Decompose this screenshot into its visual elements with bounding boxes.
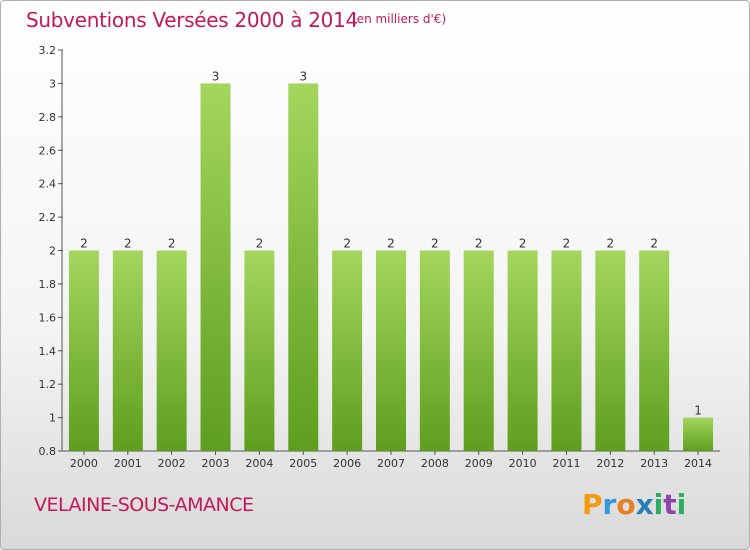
data-label: 2 <box>124 237 132 251</box>
y-tick-label: 1.6 <box>39 311 57 324</box>
x-tick-label: 2011 <box>552 457 580 470</box>
labels: 2000 2 2001 2 2002 2 2003 3 2004 2 2005 3 2006 2 2007 2… <box>70 69 712 470</box>
data-label: 2 <box>607 237 615 251</box>
bar-2007 <box>376 250 406 451</box>
data-label: 2 <box>650 237 658 251</box>
x-tick-label: 2012 <box>596 457 624 470</box>
bar-2009 <box>463 250 494 451</box>
x-tick-label: 2006 <box>333 457 361 470</box>
bar-2008 <box>419 250 450 451</box>
y-tick-label: 2.4 <box>39 178 57 191</box>
y-tick-label: 2 <box>49 245 56 258</box>
bar-2000 <box>68 250 99 451</box>
data-label: 2 <box>475 237 483 251</box>
x-tick-label: 2009 <box>465 457 493 470</box>
y-tick-label: 2.2 <box>39 211 57 224</box>
data-label: 2 <box>168 237 176 251</box>
y-tick-label: 1 <box>49 412 56 425</box>
x-tick-label: 2007 <box>377 457 405 470</box>
chart-unit: (en milliers d'€) <box>352 12 447 26</box>
x-tick-label: 2014 <box>684 457 712 470</box>
bar-2010 <box>507 250 538 451</box>
commune-name: VELAINE-SOUS-AMANCE <box>34 494 254 516</box>
data-label: 3 <box>299 69 307 83</box>
bar-2013 <box>639 250 670 451</box>
bar-2003 <box>200 83 231 452</box>
data-label: 2 <box>519 237 527 251</box>
bar-2001 <box>112 250 143 451</box>
y-tick-label: 1.4 <box>39 345 57 358</box>
x-tick-label: 2003 <box>202 457 230 470</box>
data-label: 2 <box>343 237 351 251</box>
x-tick-label: 2002 <box>158 457 186 470</box>
y-tick-label: 1.8 <box>39 278 57 291</box>
x-tick-label: 2010 <box>509 457 537 470</box>
bar-2005 <box>288 83 319 452</box>
bars <box>68 83 714 452</box>
data-label: 1 <box>694 404 702 418</box>
bar-2004 <box>244 250 275 451</box>
y-tick-label: 0.8 <box>39 445 57 458</box>
y-tick-label: 2.6 <box>39 144 57 157</box>
y-tick-label: 3.2 <box>39 44 57 57</box>
y-tick-label: 1.2 <box>39 378 57 391</box>
y-tick-label: 2.8 <box>39 111 57 124</box>
x-tick-label: 2008 <box>421 457 449 470</box>
bar-2012 <box>595 250 626 451</box>
bar-2002 <box>156 250 187 451</box>
proxiti-logo: Proxiti <box>582 488 687 521</box>
x-tick-label: 2005 <box>289 457 317 470</box>
data-label: 2 <box>387 237 395 251</box>
data-label: 2 <box>256 237 264 251</box>
x-tick-label: 2013 <box>640 457 668 470</box>
chart-title: Subventions Versées 2000 à 2014 <box>26 8 358 32</box>
data-label: 2 <box>563 237 571 251</box>
data-label: 3 <box>212 69 220 83</box>
data-label: 2 <box>431 237 439 251</box>
bar-2006 <box>332 250 363 451</box>
x-tick-label: 2000 <box>70 457 98 470</box>
data-label: 2 <box>80 237 88 251</box>
x-tick-label: 2004 <box>245 457 273 470</box>
bar-2014 <box>683 417 714 451</box>
bar-2011 <box>551 250 582 451</box>
x-tick-label: 2001 <box>114 457 142 470</box>
y-tick-label: 3 <box>49 77 56 90</box>
